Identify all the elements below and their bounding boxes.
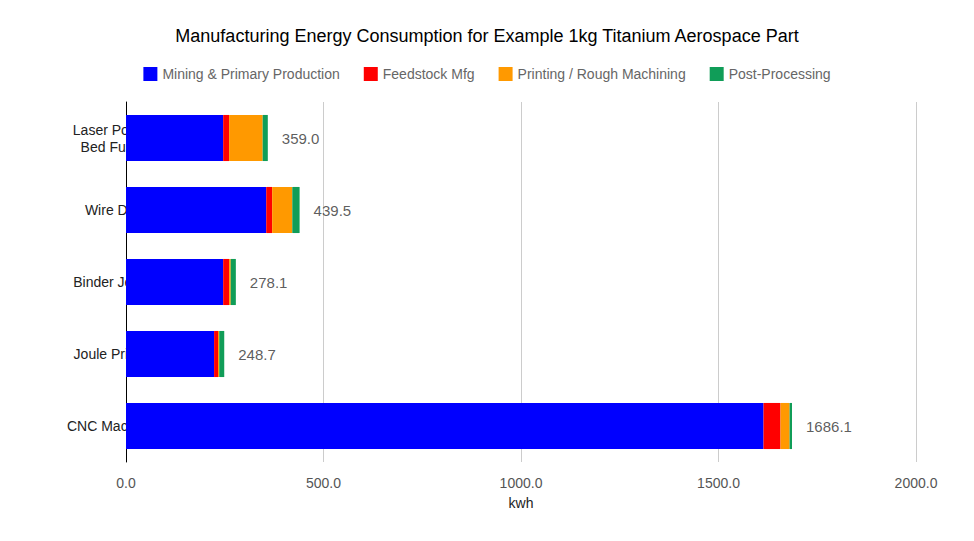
svg-text:359.0: 359.0	[282, 130, 320, 147]
svg-text:Printing / Rough Machining: Printing / Rough Machining	[518, 66, 686, 82]
svg-text:1500.0: 1500.0	[697, 475, 740, 491]
svg-text:1686.1: 1686.1	[806, 418, 852, 435]
svg-text:Binder Jetting: Binder Jetting	[73, 274, 159, 290]
svg-text:Feedstock Mfg: Feedstock Mfg	[383, 66, 475, 82]
svg-text:Joule Printing: Joule Printing	[73, 346, 159, 362]
svg-text:Laser Powder: Laser Powder	[72, 121, 160, 138]
svg-text:439.5: 439.5	[314, 202, 352, 219]
svg-text:Post-Processing: Post-Processing	[729, 66, 831, 82]
svg-text:kwh: kwh	[509, 495, 534, 511]
svg-text:2000.0: 2000.0	[895, 475, 938, 491]
svg-text:1000.0: 1000.0	[500, 475, 543, 491]
svg-text:Wire DED: Wire DED	[84, 202, 148, 218]
svg-text:Manufacturing Energy Consumpti: Manufacturing Energy Consumption for Exa…	[175, 26, 798, 46]
svg-text:Mining & Primary Production: Mining & Primary Production	[162, 66, 339, 82]
svg-text:248.7: 248.7	[238, 346, 276, 363]
svg-text:Bed Fusion: Bed Fusion	[80, 138, 152, 155]
svg-text:CNC Machining: CNC Machining	[67, 418, 165, 434]
svg-text:0.0: 0.0	[116, 475, 136, 491]
svg-text:278.1: 278.1	[250, 274, 288, 291]
svg-text:500.0: 500.0	[306, 475, 341, 491]
